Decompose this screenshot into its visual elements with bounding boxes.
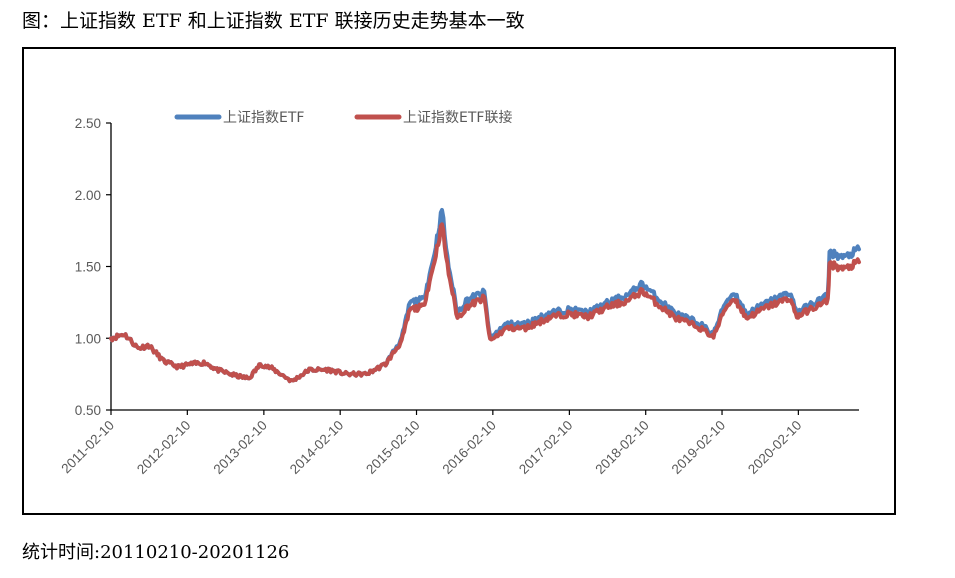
x-tick-label: 2018-02-10 xyxy=(592,418,651,477)
x-tick-label: 2011-02-10 xyxy=(58,418,117,477)
y-tick-label: 2.00 xyxy=(75,188,101,203)
x-tick-label: 2013-02-10 xyxy=(211,418,270,477)
y-tick-label: 2.50 xyxy=(75,116,101,131)
y-tick-label: 1.50 xyxy=(75,260,101,275)
x-tick-label: 2016-02-10 xyxy=(440,418,499,477)
x-tick-label: 2015-02-10 xyxy=(363,418,422,477)
figure-title: 图：上证指数 ETF 和上证指数 ETF 联接历史走势基本一致 xyxy=(22,10,525,32)
series-line-etf-link xyxy=(109,222,861,384)
line-chart: 0.50 1.00 1.50 2.00 2.50 2011-02-10 2012-02-10… xyxy=(58,109,861,477)
y-tick-label: 0.50 xyxy=(75,403,101,418)
x-tick-label: 2019-02-10 xyxy=(669,418,728,477)
chart-frame: 0.50 1.00 1.50 2.00 2.50 2011-02-10 2012-02-10… xyxy=(22,47,896,515)
x-tick-label: 2012-02-10 xyxy=(134,418,193,477)
legend-label: 上证指数ETF联接 xyxy=(403,109,512,126)
x-tick-label: 2014-02-10 xyxy=(287,418,346,477)
x-tick-label: 2020-02-10 xyxy=(745,418,804,477)
legend-label: 上证指数ETF xyxy=(223,110,304,126)
x-tick-label: 2017-02-10 xyxy=(516,418,575,477)
figure-footnote: 统计时间:20110210-20201126 xyxy=(22,542,290,563)
y-tick-label: 1.00 xyxy=(75,331,101,346)
